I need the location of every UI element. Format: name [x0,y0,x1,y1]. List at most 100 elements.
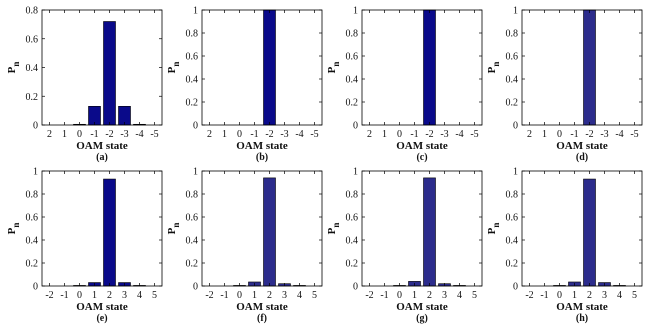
bar [263,9,276,126]
x-tick-label: -2 [105,129,113,140]
x-tick-label: -3 [600,129,608,140]
x-tick-label: -1 [570,129,578,140]
x-tick-label: 0 [397,290,402,301]
y-tick-label: 0.8 [346,190,359,201]
bar [423,177,436,287]
y-axis-label-main: P [326,66,338,73]
x-tick-label: 1 [252,290,257,301]
y-tick-label: 0 [33,121,38,132]
axes-frame [521,9,643,126]
panel-caption: (c) [416,152,427,163]
y-axis-label: Pn [326,62,341,74]
x-tick-label: -3 [120,129,128,140]
x-tick-label: 2 [427,290,432,301]
y-axis-label-main: P [6,227,18,234]
x-tick-label: -4 [295,129,303,140]
x-axis-label: OAM state [396,301,448,313]
y-tick-label: 0.6 [346,52,359,63]
y-tick-label: 0.8 [506,29,519,40]
x-tick-label: 4 [137,290,142,301]
x-tick-label: -1 [250,129,258,140]
x-tick-label: 2 [47,129,52,140]
axes-frame [41,9,163,126]
y-tick-label: 0.8 [506,190,519,201]
panel-caption: (b) [256,152,268,163]
y-tick-label: 1 [193,6,198,17]
x-tick-label: -5 [470,129,478,140]
axes-frame [361,9,483,126]
x-tick-label: 1 [222,129,227,140]
x-tick-label: 5 [312,290,317,301]
axes-frame [201,170,323,287]
y-tick-label: 0.4 [346,236,359,247]
bar [103,21,116,126]
y-tick-label: 0 [353,282,358,293]
x-tick-label: 2 [367,129,372,140]
x-tick-label: 2 [587,290,592,301]
x-tick-label: 1 [382,129,387,140]
y-tick-label: 1 [513,6,518,17]
x-tick-label: -4 [455,129,463,140]
y-axis-label-main: P [166,227,178,234]
y-axis-label: Pn [486,62,501,74]
y-tick-label: 0 [513,282,518,293]
x-axis-label: OAM state [76,140,128,152]
y-axis-label-main: P [486,66,498,73]
x-tick-label: -5 [310,129,318,140]
y-tick-label: 0.6 [186,213,199,224]
x-axis-label: OAM state [556,140,608,152]
y-axis-label: Pn [6,223,21,235]
x-tick-label: 5 [632,290,637,301]
y-axis-label-main: P [166,66,178,73]
x-tick-label: -3 [440,129,448,140]
x-tick-label: 1 [572,290,577,301]
x-tick-label: -1 [410,129,418,140]
y-tick-label: 0.2 [186,259,199,270]
y-tick-label: 0.4 [506,236,519,247]
x-tick-label: -2 [205,290,213,301]
x-axis-label: OAM state [236,140,288,152]
x-tick-label: 2 [267,290,272,301]
y-tick-label: 0.4 [186,236,199,247]
axes-frame [521,170,643,287]
x-axis-label: OAM state [76,301,128,313]
y-axis-label: Pn [326,223,341,235]
y-tick-label: 1 [353,6,358,17]
y-tick-label: 0.8 [186,190,199,201]
x-tick-label: -2 [585,129,593,140]
y-tick-label: 0.6 [26,34,39,45]
y-tick-label: 0 [513,121,518,132]
x-tick-label: 4 [457,290,462,301]
x-tick-label: 0 [397,129,402,140]
x-tick-label: 5 [472,290,477,301]
x-tick-label: 0 [237,129,242,140]
axes-frame [361,170,483,287]
x-tick-label: -1 [220,290,228,301]
y-tick-label: 0.4 [26,63,39,74]
y-axis-label-main: P [486,227,498,234]
x-tick-label: 3 [602,290,607,301]
y-tick-label: 0.2 [506,259,519,270]
x-tick-label: -2 [425,129,433,140]
y-tick-label: 0.4 [186,75,199,86]
panel-caption: (d) [576,152,588,163]
bar [263,177,276,287]
panel-caption: (a) [96,152,108,163]
x-tick-label: -2 [45,290,53,301]
y-tick-label: 0 [33,282,38,293]
x-tick-label: 0 [237,290,242,301]
x-tick-label: 0 [557,129,562,140]
bar [423,9,436,126]
x-tick-label: 5 [152,290,157,301]
y-tick-label: 0.2 [26,92,39,103]
y-axis-label: Pn [166,62,181,74]
x-tick-label: -3 [280,129,288,140]
x-tick-label: -4 [135,129,143,140]
x-tick-label: -1 [380,290,388,301]
x-tick-label: 2 [107,290,112,301]
